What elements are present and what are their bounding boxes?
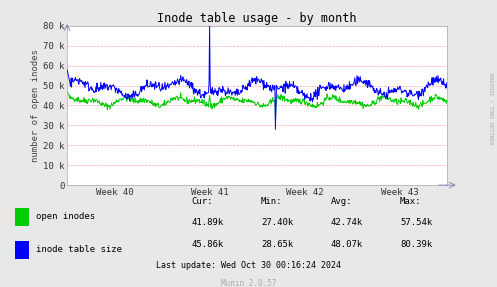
- Text: Avg:: Avg:: [331, 197, 352, 205]
- Y-axis label: number of open inodes: number of open inodes: [31, 49, 40, 162]
- Bar: [15, 208, 29, 226]
- Text: 45.86k: 45.86k: [191, 240, 224, 249]
- Text: Munin 2.0.57: Munin 2.0.57: [221, 279, 276, 287]
- Text: inode table size: inode table size: [36, 245, 122, 254]
- Text: 57.54k: 57.54k: [400, 218, 432, 227]
- Text: open inodes: open inodes: [36, 212, 95, 221]
- Bar: [15, 241, 29, 259]
- Text: Max:: Max:: [400, 197, 421, 205]
- Title: Inode table usage - by month: Inode table usage - by month: [158, 12, 357, 25]
- Text: Last update: Wed Oct 30 00:16:24 2024: Last update: Wed Oct 30 00:16:24 2024: [156, 261, 341, 270]
- Text: 41.89k: 41.89k: [191, 218, 224, 227]
- Text: Min:: Min:: [261, 197, 282, 205]
- Text: Cur:: Cur:: [191, 197, 213, 205]
- Text: RRDTOOL / TOBI OETIKER: RRDTOOL / TOBI OETIKER: [489, 73, 494, 145]
- Text: 42.74k: 42.74k: [331, 218, 363, 227]
- Text: 80.39k: 80.39k: [400, 240, 432, 249]
- Text: 28.65k: 28.65k: [261, 240, 293, 249]
- Text: 48.07k: 48.07k: [331, 240, 363, 249]
- Text: 27.40k: 27.40k: [261, 218, 293, 227]
